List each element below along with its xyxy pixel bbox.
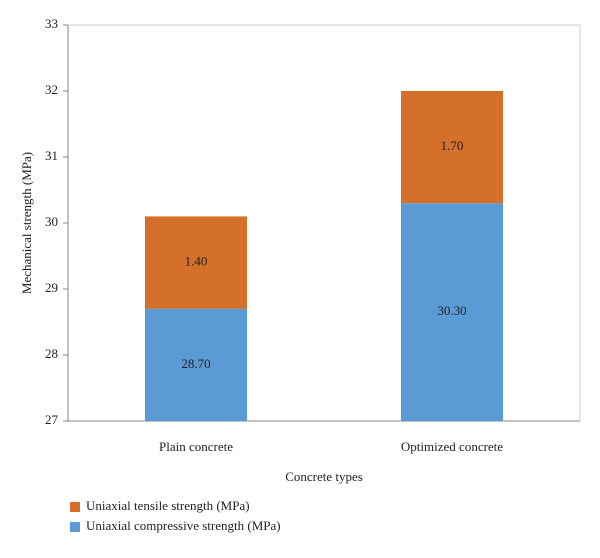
x-tick-label: Optimized concrete bbox=[401, 439, 503, 454]
y-tick-label: 33 bbox=[45, 16, 58, 31]
legend-swatch bbox=[70, 502, 80, 512]
value-label: 30.30 bbox=[437, 303, 466, 318]
bar-segment bbox=[145, 216, 247, 309]
plot-frame bbox=[67, 24, 581, 422]
y-tick-label: 29 bbox=[45, 280, 58, 295]
bar-segment bbox=[401, 91, 503, 204]
legend-label: Uniaxial tensile strength (MPa) bbox=[86, 498, 250, 513]
bar-segment bbox=[145, 308, 247, 421]
x-tick-label: Plain concrete bbox=[159, 439, 233, 454]
value-label: 1.70 bbox=[441, 138, 464, 153]
y-tick-label: 32 bbox=[45, 82, 58, 97]
value-label: 1.40 bbox=[185, 254, 208, 269]
y-axis-title: Mechanical strength (MPa) bbox=[19, 152, 34, 294]
y-tick-label: 31 bbox=[45, 148, 58, 163]
x-axis-title: Concrete types bbox=[285, 469, 363, 484]
y-tick-label: 27 bbox=[45, 412, 59, 427]
y-tick-label: 30 bbox=[45, 214, 58, 229]
value-label: 28.70 bbox=[181, 356, 210, 371]
legend-swatch bbox=[70, 522, 80, 532]
bar-segment bbox=[401, 203, 503, 421]
y-tick-label: 28 bbox=[45, 346, 58, 361]
legend-label: Uniaxial compressive strength (MPa) bbox=[86, 518, 281, 533]
